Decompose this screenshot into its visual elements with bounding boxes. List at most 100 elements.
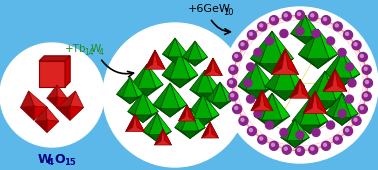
Text: 4: 4 bbox=[48, 158, 54, 167]
Circle shape bbox=[246, 95, 254, 103]
Polygon shape bbox=[287, 141, 303, 148]
Circle shape bbox=[271, 18, 274, 21]
Polygon shape bbox=[175, 54, 187, 63]
Polygon shape bbox=[143, 92, 158, 115]
Circle shape bbox=[322, 16, 330, 25]
Circle shape bbox=[360, 54, 363, 57]
Polygon shape bbox=[285, 61, 305, 91]
Circle shape bbox=[296, 147, 305, 156]
Polygon shape bbox=[256, 86, 274, 99]
Polygon shape bbox=[128, 92, 143, 115]
Polygon shape bbox=[145, 50, 165, 69]
Polygon shape bbox=[143, 131, 157, 142]
Polygon shape bbox=[168, 38, 182, 57]
Polygon shape bbox=[205, 70, 220, 93]
Polygon shape bbox=[157, 131, 171, 142]
Polygon shape bbox=[47, 120, 59, 133]
Polygon shape bbox=[56, 106, 70, 120]
Polygon shape bbox=[205, 90, 220, 101]
Polygon shape bbox=[285, 86, 305, 101]
Polygon shape bbox=[260, 31, 284, 63]
Polygon shape bbox=[292, 98, 310, 125]
Polygon shape bbox=[314, 71, 336, 101]
Polygon shape bbox=[291, 15, 305, 37]
Circle shape bbox=[358, 53, 367, 62]
Polygon shape bbox=[287, 119, 303, 141]
Circle shape bbox=[248, 30, 256, 39]
Polygon shape bbox=[175, 108, 190, 131]
Polygon shape bbox=[305, 71, 325, 101]
Polygon shape bbox=[197, 70, 214, 93]
Polygon shape bbox=[162, 75, 180, 88]
Circle shape bbox=[297, 13, 301, 15]
Circle shape bbox=[327, 37, 335, 45]
Circle shape bbox=[364, 94, 367, 97]
Polygon shape bbox=[314, 101, 336, 111]
Polygon shape bbox=[157, 113, 171, 135]
Polygon shape bbox=[180, 52, 198, 79]
Circle shape bbox=[258, 22, 267, 31]
Text: +6GeW: +6GeW bbox=[188, 4, 231, 14]
Circle shape bbox=[335, 137, 338, 140]
Polygon shape bbox=[170, 79, 190, 88]
Polygon shape bbox=[155, 50, 165, 69]
Polygon shape bbox=[168, 57, 182, 63]
Polygon shape bbox=[201, 122, 218, 138]
Circle shape bbox=[284, 14, 287, 17]
Polygon shape bbox=[170, 83, 187, 109]
Polygon shape bbox=[220, 82, 234, 102]
Polygon shape bbox=[187, 105, 195, 121]
Polygon shape bbox=[131, 85, 147, 96]
Polygon shape bbox=[300, 98, 320, 125]
Polygon shape bbox=[300, 79, 310, 98]
Circle shape bbox=[352, 116, 361, 125]
Circle shape bbox=[344, 30, 353, 39]
Circle shape bbox=[335, 24, 338, 27]
Polygon shape bbox=[203, 94, 219, 118]
Polygon shape bbox=[318, 29, 338, 59]
Polygon shape bbox=[335, 69, 347, 91]
Polygon shape bbox=[326, 114, 342, 125]
Polygon shape bbox=[130, 77, 144, 97]
Polygon shape bbox=[153, 105, 170, 117]
Polygon shape bbox=[300, 125, 320, 134]
Polygon shape bbox=[138, 64, 156, 88]
Circle shape bbox=[312, 30, 320, 38]
Circle shape bbox=[348, 79, 356, 87]
Polygon shape bbox=[155, 129, 172, 145]
Polygon shape bbox=[303, 91, 327, 113]
Polygon shape bbox=[290, 79, 310, 98]
Circle shape bbox=[231, 67, 234, 70]
Polygon shape bbox=[201, 122, 210, 138]
Polygon shape bbox=[161, 109, 180, 117]
Circle shape bbox=[364, 79, 372, 88]
Polygon shape bbox=[333, 93, 351, 117]
Text: 15: 15 bbox=[64, 158, 76, 167]
Polygon shape bbox=[181, 131, 198, 139]
Polygon shape bbox=[128, 112, 143, 123]
Polygon shape bbox=[238, 86, 256, 99]
Polygon shape bbox=[307, 59, 329, 69]
Polygon shape bbox=[194, 94, 212, 118]
Circle shape bbox=[241, 118, 244, 121]
Polygon shape bbox=[195, 57, 208, 66]
Circle shape bbox=[246, 63, 254, 71]
Polygon shape bbox=[342, 74, 360, 87]
Polygon shape bbox=[70, 91, 84, 108]
Circle shape bbox=[366, 81, 369, 83]
Circle shape bbox=[282, 12, 291, 21]
Polygon shape bbox=[325, 96, 345, 111]
Polygon shape bbox=[332, 78, 352, 87]
Polygon shape bbox=[116, 94, 130, 104]
Text: O: O bbox=[54, 153, 65, 166]
Circle shape bbox=[235, 54, 238, 57]
Circle shape bbox=[344, 127, 353, 136]
Polygon shape bbox=[190, 128, 205, 139]
Circle shape bbox=[265, 37, 273, 45]
Polygon shape bbox=[342, 114, 358, 125]
Circle shape bbox=[333, 135, 342, 144]
Polygon shape bbox=[274, 91, 296, 101]
Polygon shape bbox=[125, 114, 144, 132]
Polygon shape bbox=[178, 105, 195, 121]
Circle shape bbox=[296, 131, 304, 139]
